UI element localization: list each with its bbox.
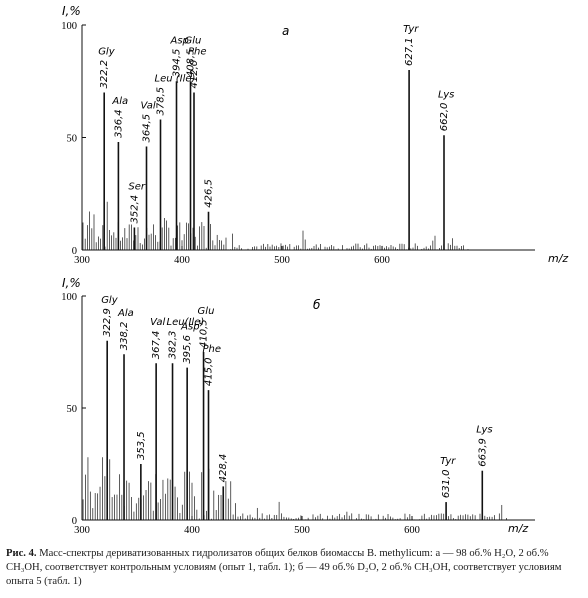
- peak-annotation: Phe: [188, 47, 207, 58]
- peak-mz-label: 627,1: [404, 37, 415, 66]
- x-tick-label: 500: [274, 255, 290, 266]
- peak-annotation: Glu: [185, 35, 202, 46]
- peak-annotation: Ser: [128, 182, 146, 193]
- peak-annotation: Leu (Ile): [155, 74, 196, 85]
- figure-number: Рис. 4.: [6, 548, 37, 559]
- peak-mz-label: 367,4: [151, 331, 162, 360]
- peak-mz-label: 364,5: [142, 114, 153, 143]
- peak-mz-label: 663,9: [477, 438, 488, 467]
- x-tick-label: 600: [374, 255, 390, 266]
- figure-caption: Рис. 4. Масс-спектры дериватизованных ги…: [6, 547, 582, 589]
- peak-annotation: Ala: [117, 308, 134, 319]
- x-tick-label: 300: [74, 255, 90, 266]
- y-axis-title-b: I,%: [62, 276, 81, 290]
- x-tick-label: 300: [74, 525, 90, 536]
- peak-annotation: Asp: [170, 35, 189, 46]
- x-tick-label: 500: [294, 525, 310, 536]
- y-tick-label: 50: [67, 134, 78, 145]
- peak-mz-label: 352,4: [129, 195, 140, 224]
- y-tick-label: 50: [67, 404, 78, 415]
- peak-annotation: Asp: [180, 322, 199, 333]
- panel-label-a: a: [282, 24, 289, 38]
- x-axis-title-b: m/z: [508, 522, 528, 535]
- peak-mz-label: 322,2: [99, 60, 110, 89]
- peak-annotation: Ala: [111, 96, 128, 107]
- peak-annotation: Gly: [101, 295, 119, 306]
- caption-text: Масс-спектры дериватизованных гидролизат…: [6, 548, 562, 587]
- peak-mz-label: 378,5: [156, 87, 167, 116]
- peak-mz-label: 662,0: [439, 103, 450, 132]
- spectrum-panel-a: I,% a m/z 322,2 Gly 336,4 Ala 352,4 Ser 364,5 V…: [61, 4, 568, 266]
- x-tick-label: 400: [184, 525, 200, 536]
- peak-mz-label: 322,9: [102, 308, 113, 337]
- panel-label-b: б: [313, 298, 321, 312]
- peak-mz-label: 631,0: [441, 469, 452, 498]
- y-axis-title-a: I,%: [62, 4, 81, 18]
- peak-annotation: Phe: [203, 344, 222, 355]
- spectrum-panel-b: I,% б m/z 322,9Gly338,2Ala353,5367,4Val3…: [61, 276, 535, 536]
- peak-mz-label: 382,3: [168, 331, 179, 360]
- peak-mz-label: 408,5: [186, 49, 197, 78]
- peak-mz-label: 412,0: [189, 60, 200, 89]
- x-tick-label: 400: [174, 255, 190, 266]
- axes-b: 0 50 100 300 400 500 600: [61, 292, 535, 536]
- y-tick-label: 100: [61, 21, 77, 32]
- y-tick-label: 100: [61, 292, 77, 303]
- peak-annotation: Tyr: [440, 456, 456, 467]
- peak-mz-label: 428,4: [218, 454, 229, 483]
- peak-mz-label: 395,6: [182, 335, 193, 364]
- peak-mz-label: 415,0: [204, 357, 215, 386]
- peak-annotation: Val: [150, 317, 165, 328]
- peak-annotation: Val: [141, 101, 156, 112]
- x-tick-label: 600: [404, 525, 420, 536]
- axes-a: 0 50 100 300 400 500 600: [61, 21, 535, 266]
- peak-mz-label: 394,5: [172, 49, 183, 78]
- peak-mz-label: 338,2: [119, 322, 130, 351]
- peak-annotation: Glu: [198, 306, 215, 317]
- y-tick-label: 0: [72, 516, 77, 527]
- x-axis-title-a: m/z: [548, 252, 568, 265]
- peak-annotation: Gly: [98, 47, 116, 58]
- peak-mz-label: 426,5: [204, 179, 215, 208]
- peak-mz-label: 353,5: [136, 431, 147, 460]
- peak-annotation: Leu(Ile): [167, 317, 205, 328]
- peak-annotation: Lys: [438, 89, 454, 100]
- peak-mz-label: 410,5: [199, 319, 210, 348]
- peak-mz-label: 336,4: [113, 109, 124, 138]
- peak-annotation: Lys: [476, 425, 492, 436]
- baseline-noise-b: [82, 457, 508, 520]
- baseline-noise-a: [82, 201, 469, 250]
- y-tick-label: 0: [72, 246, 77, 257]
- peak-annotation: Tyr: [403, 24, 419, 35]
- peak-series-a: 322,2 Gly 336,4 Ala 352,4 Ser 364,5 Val 378,5 Leu…: [98, 24, 454, 250]
